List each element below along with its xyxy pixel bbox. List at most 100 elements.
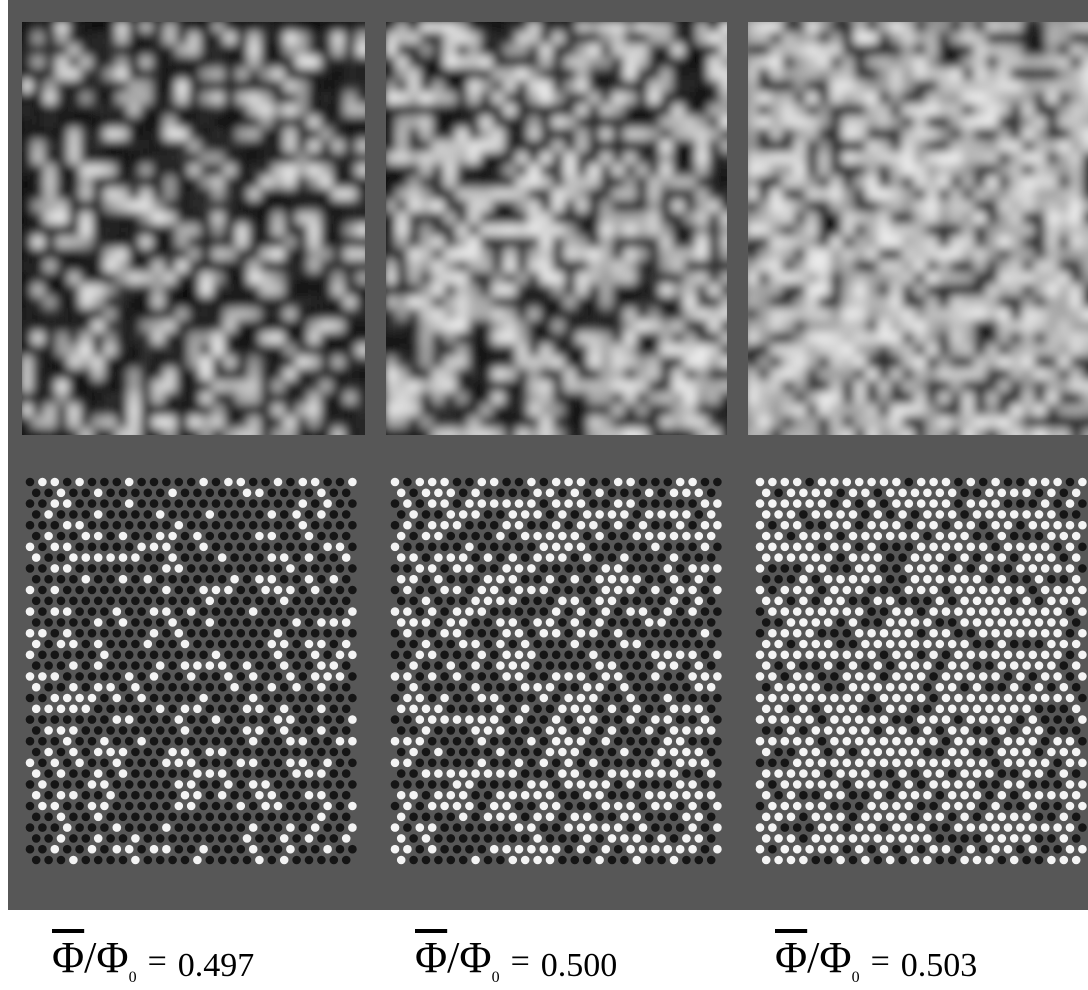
site [224, 802, 233, 811]
site [131, 510, 140, 519]
site [224, 499, 233, 508]
site [137, 823, 146, 832]
site [286, 694, 295, 703]
site [199, 564, 208, 573]
site [224, 564, 233, 573]
site [484, 661, 493, 670]
site [162, 586, 171, 595]
site [106, 791, 115, 800]
site [558, 575, 567, 584]
site [527, 499, 536, 508]
site [299, 586, 308, 595]
site [453, 715, 462, 724]
site [490, 499, 499, 508]
site [175, 694, 184, 703]
site [274, 694, 283, 703]
site [639, 629, 648, 638]
site [397, 791, 406, 800]
site [175, 607, 184, 616]
site [144, 726, 153, 735]
site [131, 489, 140, 498]
site [527, 672, 536, 681]
site [57, 856, 66, 865]
site [268, 553, 277, 562]
site [527, 802, 536, 811]
site [323, 607, 332, 616]
site [88, 564, 97, 573]
site [657, 683, 666, 692]
site [409, 618, 418, 627]
site [695, 575, 704, 584]
site [113, 629, 122, 638]
site [453, 499, 462, 508]
site [391, 564, 400, 573]
site [465, 780, 474, 789]
site [311, 759, 320, 768]
site [707, 748, 716, 757]
site [688, 651, 697, 660]
site [100, 607, 109, 616]
site [459, 597, 468, 606]
site [527, 715, 536, 724]
site [94, 834, 103, 843]
site [447, 618, 456, 627]
site [342, 813, 351, 822]
site [237, 672, 246, 681]
site [614, 586, 623, 595]
site [564, 802, 573, 811]
site [657, 705, 666, 714]
site [106, 726, 115, 735]
site [397, 618, 406, 627]
site [688, 759, 697, 768]
site [502, 651, 511, 660]
site [268, 748, 277, 757]
site [626, 543, 635, 552]
site [187, 845, 196, 854]
site [571, 748, 580, 757]
site [299, 780, 308, 789]
site [416, 737, 425, 746]
site [459, 489, 468, 498]
site [206, 640, 215, 649]
site [651, 499, 660, 508]
site [38, 651, 47, 660]
site [243, 553, 252, 562]
site [286, 521, 295, 530]
site [181, 748, 190, 757]
site [540, 564, 549, 573]
site [608, 532, 617, 541]
site [465, 478, 474, 487]
site [633, 575, 642, 584]
site [651, 629, 660, 638]
site [69, 705, 78, 714]
site [478, 586, 487, 595]
site [261, 651, 270, 660]
site [26, 780, 35, 789]
site [645, 726, 654, 735]
site [521, 683, 530, 692]
site [156, 791, 165, 800]
site [206, 813, 215, 822]
site [440, 802, 449, 811]
site [558, 532, 567, 541]
site [330, 553, 339, 562]
site [626, 715, 635, 724]
site [608, 726, 617, 735]
site [602, 564, 611, 573]
site [502, 780, 511, 789]
site [94, 597, 103, 606]
site [713, 737, 722, 746]
site [274, 607, 283, 616]
site [268, 532, 277, 541]
site [323, 543, 332, 552]
site [664, 521, 673, 530]
site [564, 845, 573, 854]
site [614, 499, 623, 508]
site [552, 478, 561, 487]
site [168, 834, 177, 843]
site [440, 694, 449, 703]
site [707, 661, 716, 670]
site [397, 856, 406, 865]
site [94, 489, 103, 498]
site [299, 478, 308, 487]
